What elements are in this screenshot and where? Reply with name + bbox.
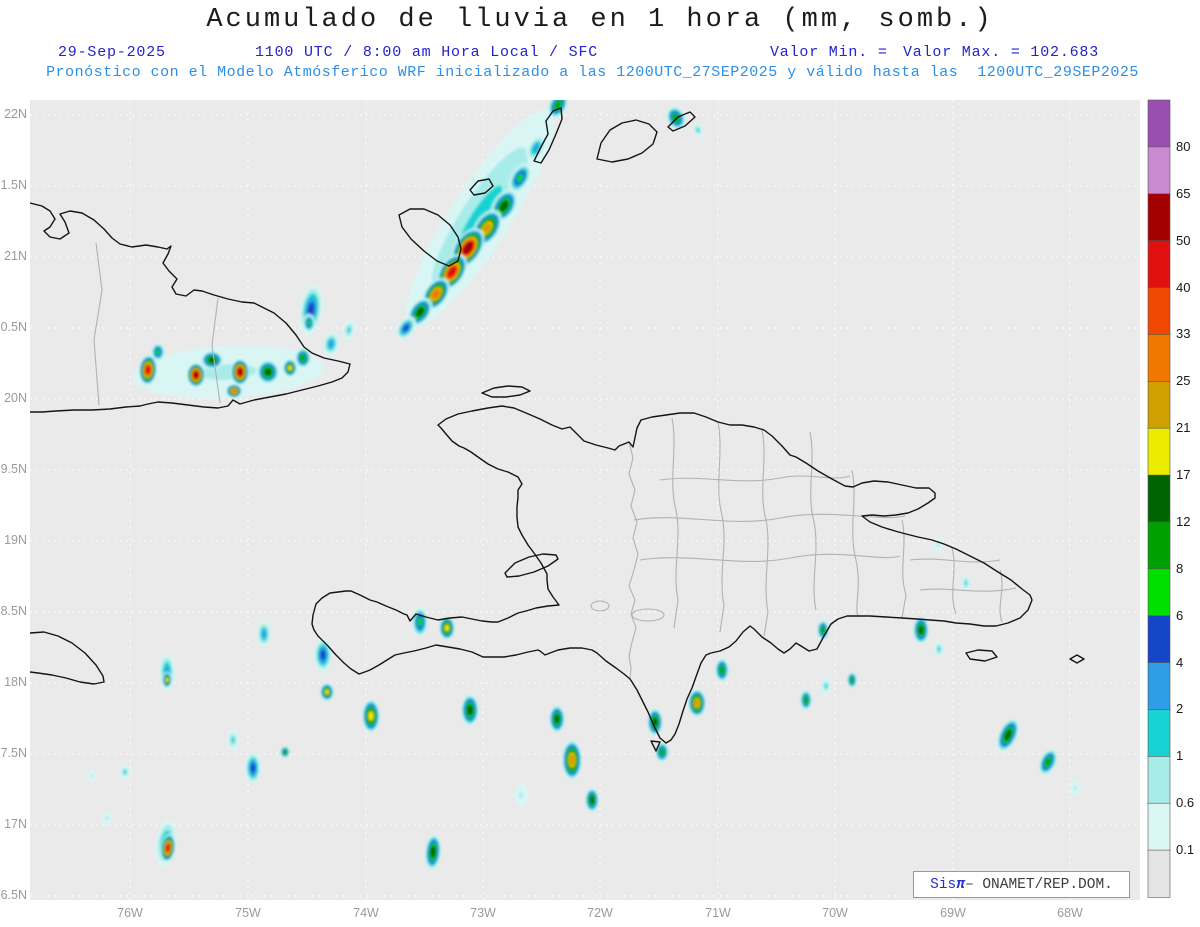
pi-logo-glyph: π xyxy=(956,877,965,893)
y-tick-label: 6.5N xyxy=(0,888,27,902)
rain-cell xyxy=(102,810,112,826)
rain-cell xyxy=(231,359,249,385)
colorbar-segment xyxy=(1148,428,1170,475)
x-tick-label: 73W xyxy=(470,906,496,920)
rain-cell xyxy=(151,343,165,361)
colorbar-segment xyxy=(1148,334,1170,381)
rain-cell xyxy=(934,536,942,554)
rain-cell xyxy=(585,788,599,812)
rain-cell xyxy=(514,784,528,806)
rain-cell xyxy=(257,360,279,384)
colorbar-segment xyxy=(1148,288,1170,335)
y-tick-label: 0.5N xyxy=(0,320,27,334)
colorbar-tick-label: 0.1 xyxy=(1176,842,1194,857)
colorbar-segment xyxy=(1148,100,1170,147)
credit-box: Sis π – ONAMET/REP.DOM. xyxy=(913,871,1130,898)
colorbar-tick-label: 2 xyxy=(1176,701,1183,716)
rain-cell xyxy=(362,699,380,733)
rain-cell xyxy=(245,752,261,784)
map-canvas xyxy=(0,0,1200,927)
rain-cell xyxy=(549,705,565,733)
colorbar-tick-label: 6 xyxy=(1176,608,1183,623)
rain-cell xyxy=(412,607,428,637)
credit-sispi-text: Sis xyxy=(930,877,956,893)
rain-cell xyxy=(562,740,582,780)
rain-cell xyxy=(688,689,706,717)
colorbar-segment xyxy=(1148,147,1170,194)
colorbar-segment xyxy=(1148,194,1170,241)
colorbar-tick-label: 8 xyxy=(1176,561,1183,576)
y-tick-label: 7.5N xyxy=(0,746,27,760)
rain-cell xyxy=(162,672,172,688)
x-tick-label: 68W xyxy=(1057,906,1083,920)
colorbar-tick-label: 17 xyxy=(1176,467,1190,482)
colorbar-segment xyxy=(1148,850,1170,897)
rain-cell xyxy=(303,314,315,332)
rain-cell xyxy=(187,363,205,387)
y-tick-label: 8.5N xyxy=(0,604,27,618)
rain-cell xyxy=(1070,780,1080,796)
colorbar-segment xyxy=(1148,803,1170,850)
colorbar-segment xyxy=(1148,475,1170,522)
rain-cell xyxy=(257,621,271,647)
y-tick-label: 17N xyxy=(0,817,27,831)
rain-cell xyxy=(647,708,663,736)
credit-onamet-text: – ONAMET/REP.DOM. xyxy=(965,877,1113,893)
rain-cell xyxy=(847,672,857,688)
colorbar-tick-label: 4 xyxy=(1176,655,1183,670)
y-tick-label: 22N xyxy=(0,107,27,121)
rain-cell xyxy=(314,638,332,672)
y-tick-label: 18N xyxy=(0,675,27,689)
colorbar-segment xyxy=(1148,710,1170,757)
rain-cell xyxy=(962,575,970,591)
x-tick-label: 69W xyxy=(940,906,966,920)
colorbar-tick-label: 33 xyxy=(1176,326,1190,341)
colorbar-tick-label: 50 xyxy=(1176,233,1190,248)
rain-cell xyxy=(461,694,479,726)
rain-cell xyxy=(120,765,130,779)
colorbar xyxy=(1148,100,1170,897)
rain-cell xyxy=(201,351,223,369)
colorbar-segment xyxy=(1148,663,1170,710)
rain-cell xyxy=(226,384,242,398)
y-tick-label: 9.5N xyxy=(0,462,27,476)
x-tick-label: 76W xyxy=(117,906,143,920)
map-background xyxy=(30,100,1140,900)
y-tick-label: 20N xyxy=(0,391,27,405)
rain-cell xyxy=(227,730,239,750)
colorbar-tick-label: 0.6 xyxy=(1176,795,1194,810)
rain-cell xyxy=(88,770,96,782)
colorbar-segment xyxy=(1148,569,1170,616)
colorbar-segment xyxy=(1148,241,1170,288)
colorbar-tick-label: 1 xyxy=(1176,748,1183,763)
colorbar-tick-label: 12 xyxy=(1176,514,1190,529)
x-tick-label: 70W xyxy=(822,906,848,920)
colorbar-tick-label: 21 xyxy=(1176,420,1190,435)
y-tick-label: 1.5N xyxy=(0,178,27,192)
colorbar-tick-label: 80 xyxy=(1176,139,1190,154)
colorbar-segment xyxy=(1148,522,1170,569)
x-tick-label: 72W xyxy=(587,906,613,920)
x-tick-label: 71W xyxy=(705,906,731,920)
colorbar-tick-label: 25 xyxy=(1176,373,1190,388)
rain-cell xyxy=(280,746,290,758)
colorbar-tick-label: 40 xyxy=(1176,280,1190,295)
rain-cell xyxy=(800,690,812,710)
rain-cell xyxy=(283,359,297,377)
y-tick-label: 21N xyxy=(0,249,27,263)
colorbar-segment xyxy=(1148,756,1170,803)
x-tick-label: 74W xyxy=(353,906,379,920)
colorbar-segment xyxy=(1148,381,1170,428)
rain-cell xyxy=(320,683,334,701)
weather-map-page: Acumulado de lluvia en 1 hora (mm, somb.… xyxy=(0,0,1200,927)
colorbar-segment xyxy=(1148,616,1170,663)
rain-cell xyxy=(715,658,729,682)
rain-cell xyxy=(821,678,831,694)
y-tick-label: 19N xyxy=(0,533,27,547)
x-tick-label: 75W xyxy=(235,906,261,920)
colorbar-tick-label: 65 xyxy=(1176,186,1190,201)
rain-cell xyxy=(655,742,669,762)
rain-cell xyxy=(934,641,944,657)
